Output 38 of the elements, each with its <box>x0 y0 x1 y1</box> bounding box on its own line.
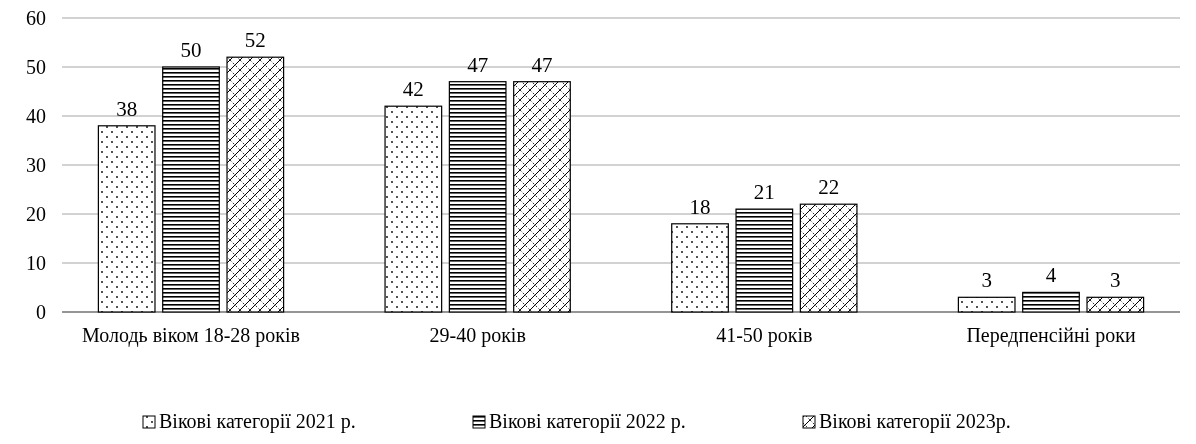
x-tick-label: Передпенсійні роки <box>966 324 1136 347</box>
bar <box>799 203 858 313</box>
y-tick-label: 10 <box>26 252 46 274</box>
data-label: 21 <box>753 180 775 205</box>
bar <box>97 125 156 313</box>
bar <box>1022 291 1080 313</box>
bar <box>1086 296 1145 313</box>
y-tick-label: 30 <box>26 154 46 176</box>
legend-label: Вікові категорії 2022 р. <box>489 410 686 433</box>
data-label: 4 <box>1045 263 1057 288</box>
y-tick-label: 0 <box>36 301 46 323</box>
data-label: 52 <box>244 28 266 53</box>
data-label: 22 <box>818 175 840 200</box>
x-tick-label: 29-40 років <box>429 324 526 347</box>
bar <box>671 223 729 313</box>
data-label: 18 <box>689 194 711 219</box>
bar <box>735 208 794 313</box>
legend-label: Вікові категорії 2023р. <box>819 410 1011 433</box>
bar <box>162 66 220 313</box>
y-tick-label: 20 <box>26 203 46 225</box>
data-label: 47 <box>531 52 553 77</box>
bar <box>513 81 571 313</box>
legend-label: Вікові категорії 2021 р. <box>159 410 356 433</box>
x-tick-label: 41-50 років <box>716 324 813 347</box>
data-label: 42 <box>402 77 424 102</box>
bar <box>957 296 1016 313</box>
bar <box>226 56 285 313</box>
bar <box>448 81 507 313</box>
x-tick-label: Молодь віком 18-28 років <box>81 324 301 347</box>
data-label: 3 <box>1110 268 1121 293</box>
data-label: 38 <box>116 96 138 121</box>
data-label: 50 <box>180 38 202 62</box>
y-tick-label: 40 <box>26 105 46 127</box>
data-label: 3 <box>981 268 992 293</box>
data-label: 47 <box>467 52 489 77</box>
y-tick-label: 60 <box>26 7 46 29</box>
bar <box>384 105 443 313</box>
y-tick-label: 50 <box>26 56 46 78</box>
